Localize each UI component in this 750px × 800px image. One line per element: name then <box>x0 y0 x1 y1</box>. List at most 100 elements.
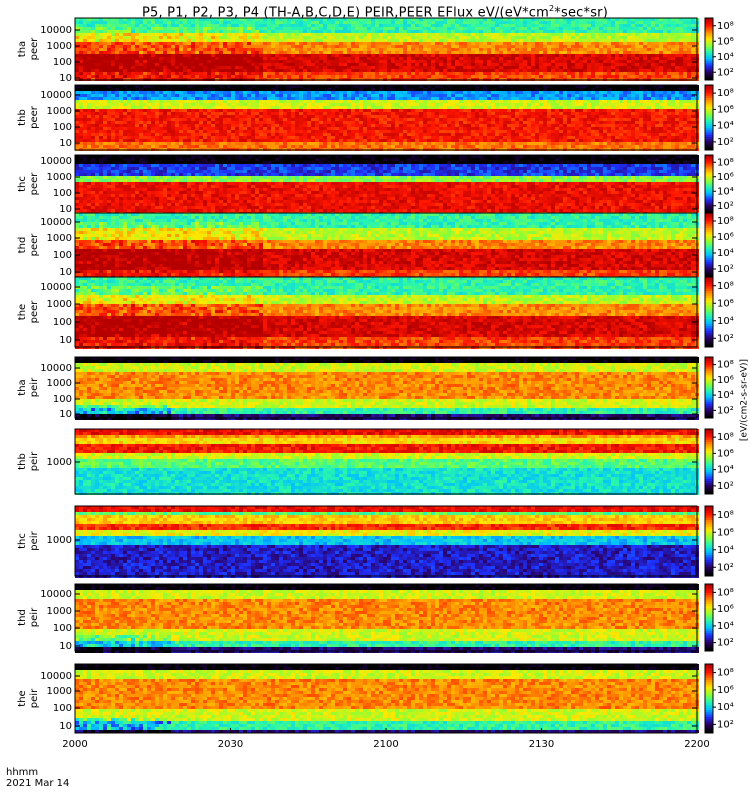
spectrogram-cell <box>543 24 547 27</box>
spectrogram-cell <box>283 109 287 112</box>
spectrogram-cell <box>171 91 175 94</box>
spectrogram-cell <box>239 100 243 103</box>
spectrogram-cell <box>315 100 319 103</box>
spectrogram-cell <box>99 18 103 21</box>
colorbar-segment <box>705 24 713 27</box>
spectrogram-cell <box>423 33 427 36</box>
spectrogram-cell <box>167 33 171 36</box>
spectrogram-cell <box>355 85 359 88</box>
spectrogram-cell <box>83 112 87 115</box>
spectrogram-cell <box>559 48 563 51</box>
spectrogram-cell <box>315 42 319 45</box>
spectrogram-cell <box>683 39 687 42</box>
spectrogram-cell <box>219 45 223 48</box>
spectrogram-cell <box>331 18 335 21</box>
spectrogram-cell <box>491 24 495 27</box>
spectrogram-cell <box>99 88 103 91</box>
spectrogram-cell <box>231 69 235 72</box>
spectrogram-cell <box>507 30 511 33</box>
spectrogram-cell <box>587 72 591 75</box>
spectrogram-cell <box>499 21 503 24</box>
spectrogram-cell <box>227 115 231 118</box>
colorbar-segment <box>705 53 713 56</box>
spectrogram-cell <box>287 27 291 30</box>
spectrogram-cell <box>635 33 639 36</box>
spectrogram-cell <box>639 75 643 78</box>
spectrogram-cell <box>395 30 399 33</box>
spectrogram-cell <box>183 94 187 97</box>
spectrogram-cell <box>503 112 507 115</box>
spectrogram-cell <box>187 33 191 36</box>
spectrogram-cell <box>139 18 143 21</box>
colorbar-segment <box>705 32 713 36</box>
spectrogram-cell <box>399 42 403 45</box>
spectrogram-cell <box>683 69 687 72</box>
spectrogram-cell <box>219 94 223 97</box>
spectrogram-cell <box>591 109 595 112</box>
spectrogram-cell <box>487 33 491 36</box>
spectrogram-cell <box>103 85 107 88</box>
spectrogram-cell <box>587 36 591 39</box>
spectrogram-cell <box>143 91 147 94</box>
spectrogram-cell <box>311 54 315 57</box>
spectrogram-cell <box>671 63 675 66</box>
spectrogram-cell <box>611 91 615 94</box>
spectrogram-cell <box>275 85 279 88</box>
spectrogram-cell <box>367 57 371 60</box>
spectrogram-cell <box>651 106 655 109</box>
spectrogram-cell <box>543 91 547 94</box>
spectrogram-cell <box>91 51 95 54</box>
spectrogram-cell <box>687 60 691 63</box>
spectrogram-cell <box>195 75 199 78</box>
spectrogram-cell <box>139 24 143 27</box>
spectrogram-cell <box>87 112 91 115</box>
spectrogram-cell <box>103 36 107 39</box>
spectrogram-cell <box>499 97 503 100</box>
spectrogram-cell <box>163 69 167 72</box>
spectrogram-cell <box>103 72 107 75</box>
spectrogram-cell <box>639 42 643 45</box>
spectrogram-cell <box>571 88 575 91</box>
spectrogram-cell <box>75 18 79 21</box>
spectrogram-cell <box>127 36 131 39</box>
spectrogram-cell <box>251 112 255 115</box>
spectrogram-cell <box>575 36 579 39</box>
spectrogram-cell <box>411 75 415 78</box>
spectrogram-cell <box>195 91 199 94</box>
spectrogram-cell <box>479 18 483 21</box>
spectrogram-cell <box>663 18 667 21</box>
spectrogram-cell <box>315 30 319 33</box>
spectrogram-cell <box>339 97 343 100</box>
spectrogram-cell <box>459 109 463 112</box>
spectrogram-cell <box>195 45 199 48</box>
spectrogram-cell <box>567 112 571 115</box>
spectrogram-cell <box>263 69 267 72</box>
spectrogram-cell <box>523 109 527 112</box>
spectrogram-cell <box>611 48 615 51</box>
spectrogram-cell <box>691 21 695 24</box>
spectrogram-cell <box>291 18 295 21</box>
spectrogram-cell <box>255 45 259 48</box>
spectrogram-cell <box>375 27 379 30</box>
spectrogram-cell <box>123 33 127 36</box>
spectrogram-cell <box>663 45 667 48</box>
spectrogram-cell <box>323 97 327 100</box>
spectrogram-cell <box>383 112 387 115</box>
spectrogram-cell <box>331 69 335 72</box>
spectrogram-cell <box>387 36 391 39</box>
spectrogram-cell <box>263 75 267 78</box>
spectrogram-cell <box>311 51 315 54</box>
spectrogram-cell <box>479 112 483 115</box>
spectrogram-cell <box>487 100 491 103</box>
spectrogram-cell <box>147 72 151 75</box>
spectrogram-cell <box>403 75 407 78</box>
spectrogram-cell <box>175 51 179 54</box>
spectrogram-cell <box>543 48 547 51</box>
spectrogram-cell <box>199 109 203 112</box>
spectrogram-cell <box>651 72 655 75</box>
spectrogram-cell <box>147 21 151 24</box>
spectrogram-cell <box>271 57 275 60</box>
spectrogram-cell <box>275 72 279 75</box>
spectrogram-cell <box>239 45 243 48</box>
spectrogram-cell <box>595 54 599 57</box>
